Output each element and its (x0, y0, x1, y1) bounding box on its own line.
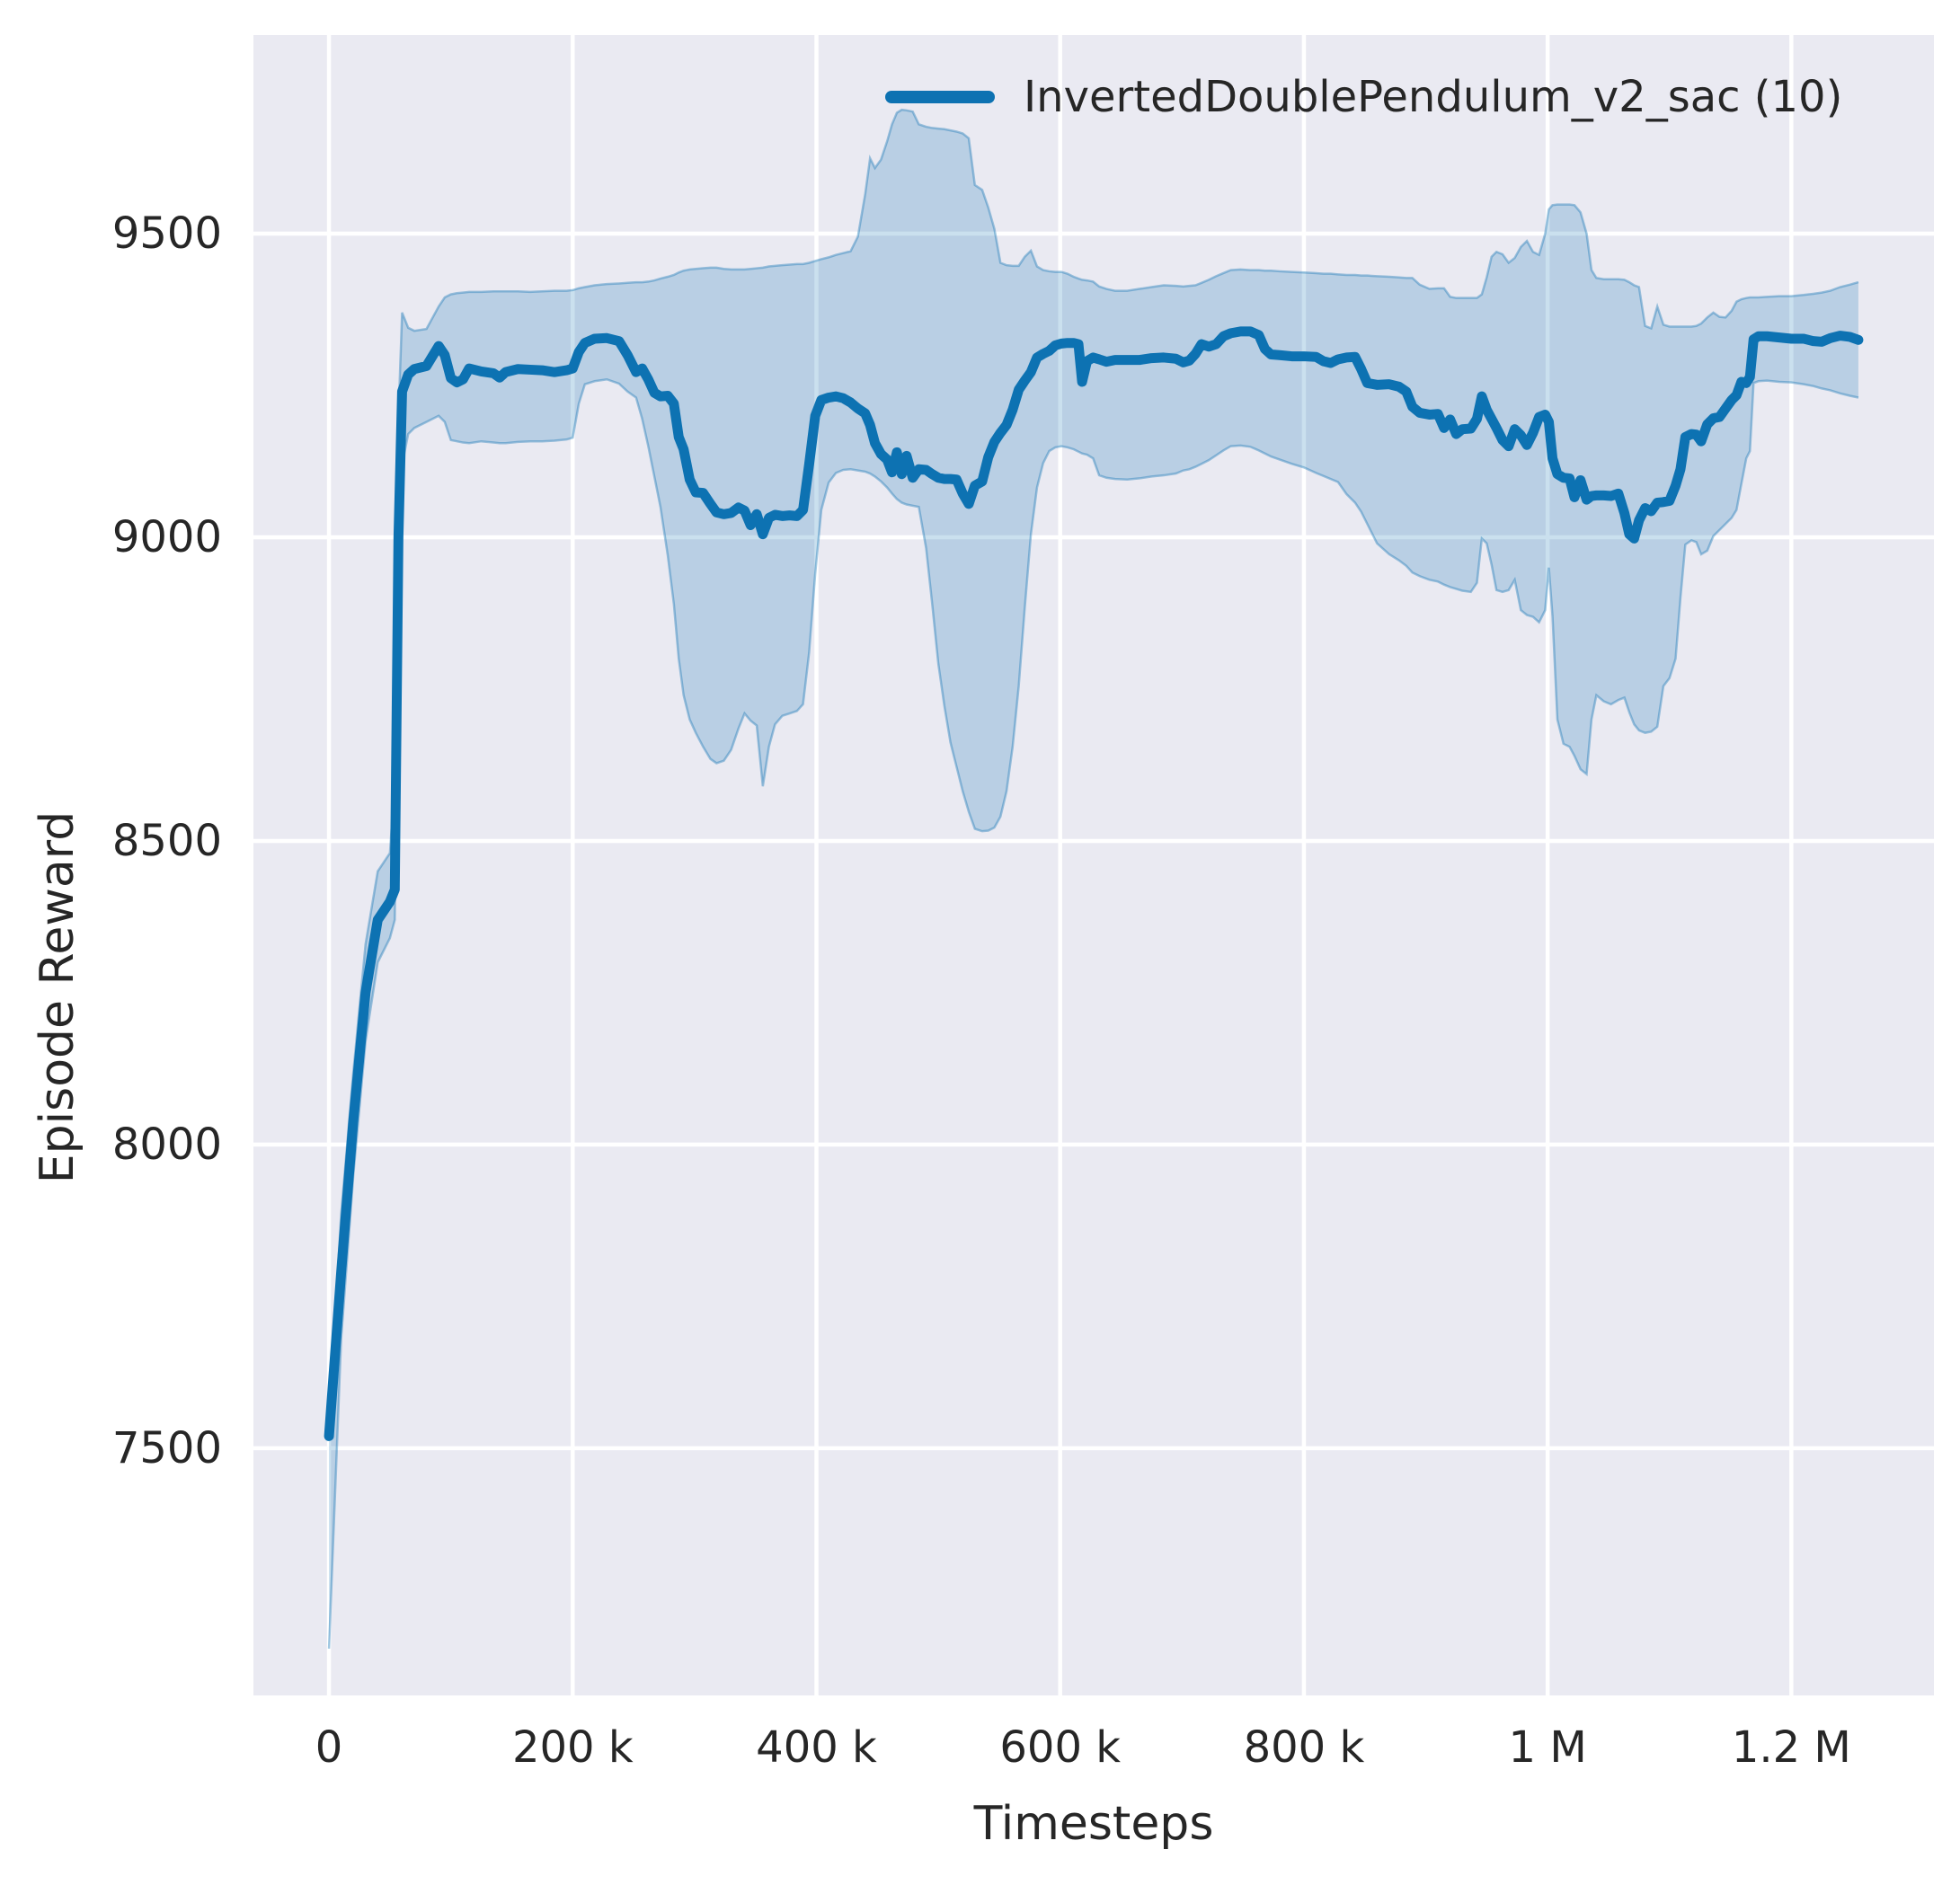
x-tick-label: 1.2 M (1731, 1722, 1851, 1773)
band-upper-edge (327, 108, 1859, 1421)
legend-label: InvertedDoublePendulum_v2_sac (10) (1024, 72, 1843, 122)
band-lower-edge (327, 377, 1859, 1650)
legend-line-sample (885, 91, 995, 103)
reward-curve-chart (253, 35, 1934, 1695)
x-tick-label: 400 k (756, 1722, 877, 1773)
y-axis-tick-labels: 7500 8000 8500 9000 9500 (0, 0, 222, 1885)
mean-reward-line (324, 326, 1864, 1441)
y-tick-label: 7500 (111, 1422, 222, 1473)
y-tick-label: 8500 (111, 815, 222, 866)
y-tick-label: 8000 (111, 1119, 222, 1170)
x-tick-label: 200 k (511, 1722, 634, 1773)
y-tick-label: 9000 (111, 511, 222, 562)
plot-area (253, 35, 1934, 1695)
legend: InvertedDoublePendulum_v2_sac (10) (885, 72, 1842, 122)
x-axis-title: Timesteps (973, 1797, 1214, 1851)
x-tick-label: 0 (315, 1722, 343, 1773)
x-tick-label: 1 M (1508, 1722, 1587, 1773)
confidence-band (329, 110, 1858, 1649)
x-tick-label: 800 k (1243, 1722, 1365, 1773)
y-tick-label: 9500 (111, 208, 222, 260)
y-axis-title: Episode Reward (31, 810, 84, 1184)
x-tick-label: 600 k (999, 1722, 1122, 1773)
